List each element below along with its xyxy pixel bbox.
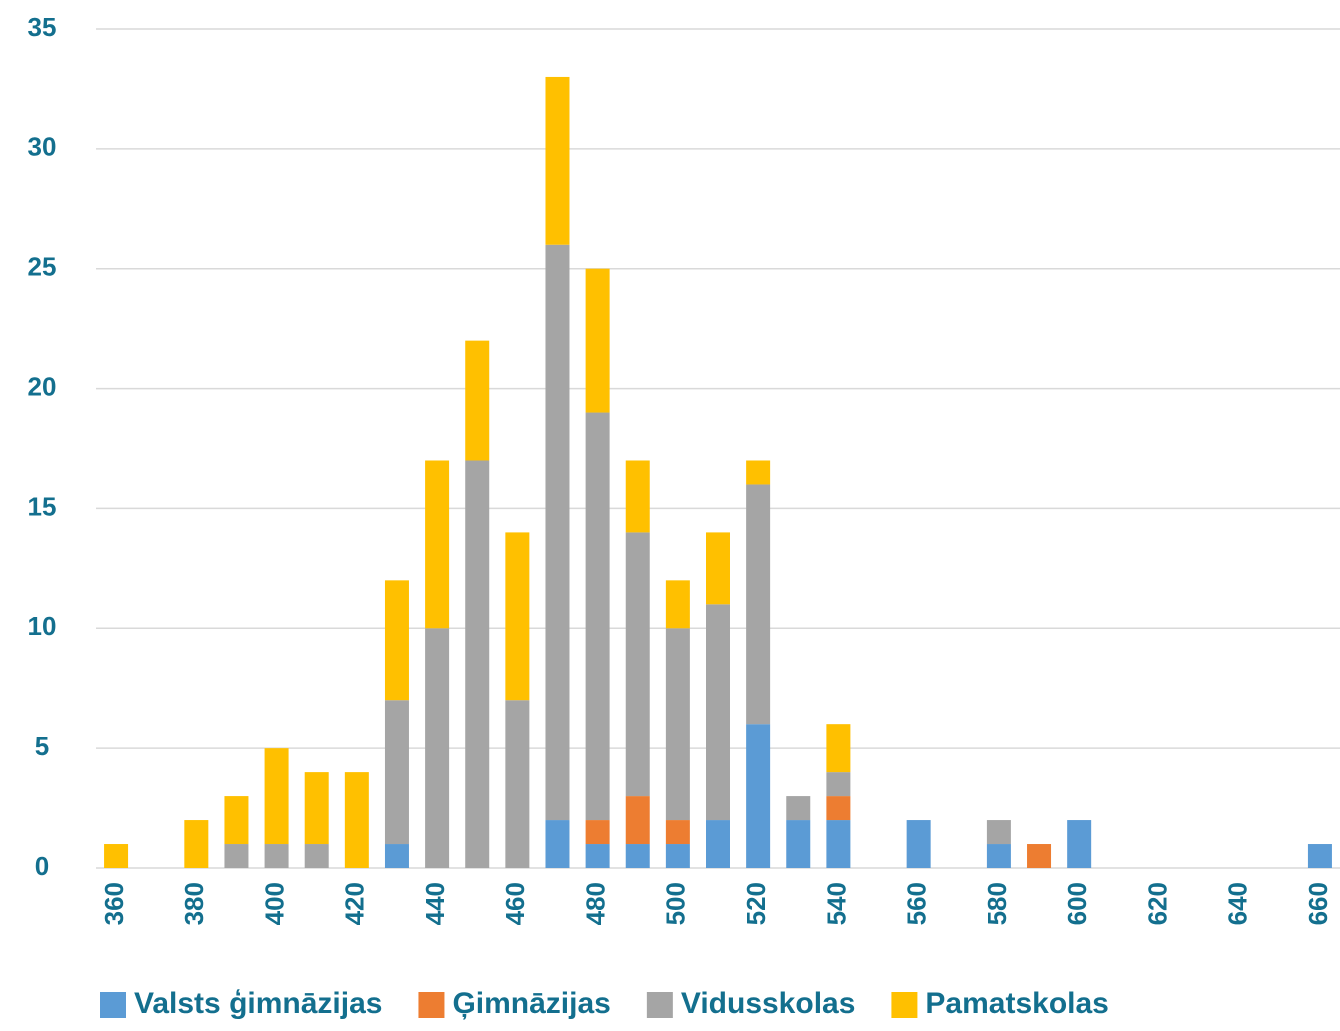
bar-segment — [665, 820, 690, 845]
y-tick-label: 35 — [28, 12, 57, 42]
bar-segment — [585, 268, 610, 413]
bar-segment — [625, 796, 650, 845]
y-tick-label: 30 — [28, 132, 57, 162]
bar-segment — [1027, 844, 1052, 868]
legend-label: Valsts ģimnāzijas — [134, 987, 382, 1020]
x-tick-label: 400 — [259, 882, 289, 925]
bar-segment — [706, 820, 730, 868]
bar-segment — [826, 724, 851, 773]
y-tick-label: 0 — [35, 851, 49, 881]
bar-segment — [746, 460, 771, 485]
x-tick-label: 620 — [1142, 882, 1172, 925]
legend-swatch — [891, 992, 918, 1018]
y-tick-label: 25 — [28, 252, 57, 282]
bar-segment — [786, 820, 811, 868]
bar-segment — [384, 844, 409, 868]
x-tick-label: 440 — [420, 882, 450, 925]
bar-segment — [986, 844, 1011, 868]
bar-segment — [1067, 820, 1092, 868]
bar-segment — [425, 628, 450, 868]
bar-segment — [625, 844, 650, 868]
x-tick-label: 560 — [902, 882, 932, 925]
bar-segment — [104, 844, 129, 868]
bar-segment — [545, 820, 570, 868]
bar-segment — [344, 772, 369, 868]
bar-segment — [465, 340, 490, 461]
x-tick-label: 380 — [179, 882, 209, 925]
bar-segment — [665, 844, 690, 868]
x-tick-label: 600 — [1062, 882, 1092, 925]
legend-swatch — [100, 992, 126, 1018]
bar-segment — [384, 700, 409, 845]
bar-segment — [505, 700, 530, 868]
bar-segment — [665, 628, 690, 821]
bar-segment — [304, 844, 329, 868]
bar-segment — [304, 772, 329, 845]
x-tick-label: 520 — [741, 882, 771, 925]
y-tick-label: 10 — [28, 611, 57, 641]
bar-segment — [585, 820, 610, 845]
x-tick-label: 480 — [580, 882, 610, 925]
bar-segment — [706, 604, 730, 821]
bar-segment — [986, 820, 1011, 845]
x-tick-label: 640 — [1223, 882, 1253, 925]
legend-label: Ģimnāzijas — [452, 987, 610, 1020]
bar-segment — [826, 772, 851, 797]
bar-segment — [665, 580, 690, 629]
y-tick-label: 15 — [28, 491, 57, 521]
bar-segment — [545, 244, 570, 821]
bar-segment — [224, 844, 249, 868]
bar-segment — [625, 460, 650, 533]
x-tick-label: 500 — [661, 882, 691, 925]
x-tick-label: 420 — [340, 882, 370, 925]
x-tick-label: 540 — [821, 882, 851, 925]
bar-segment — [706, 532, 730, 605]
bar-segment — [585, 412, 610, 821]
bar-segment — [505, 532, 530, 701]
bar-segment — [746, 484, 771, 725]
bar-segment — [425, 460, 450, 629]
x-tick-label: 660 — [1303, 882, 1333, 925]
legend-swatch — [646, 992, 673, 1018]
bar-segment — [746, 724, 771, 868]
x-tick-label: 580 — [982, 882, 1012, 925]
legend-swatch — [418, 992, 445, 1018]
bar-segment — [184, 820, 209, 868]
bar-segment — [826, 796, 851, 821]
bar-segment — [264, 844, 289, 868]
y-tick-label: 5 — [35, 731, 49, 761]
bar-segment — [625, 532, 650, 797]
bar-segment — [585, 844, 610, 868]
bar-segment — [1307, 844, 1332, 868]
bar-segment — [465, 460, 490, 868]
bar-segment — [786, 796, 811, 821]
bar-segment — [384, 580, 409, 701]
bar-segment — [545, 76, 570, 245]
y-tick-label: 20 — [28, 371, 57, 401]
legend-label: Vidusskolas — [681, 987, 856, 1020]
legend-label: Pamatskolas — [925, 987, 1108, 1020]
x-tick-label: 460 — [500, 882, 530, 925]
bar-segment — [826, 820, 851, 868]
bar-segment — [264, 748, 289, 845]
bar-segment — [224, 796, 249, 845]
bar-segment — [906, 820, 931, 868]
x-tick-label: 360 — [99, 882, 129, 925]
